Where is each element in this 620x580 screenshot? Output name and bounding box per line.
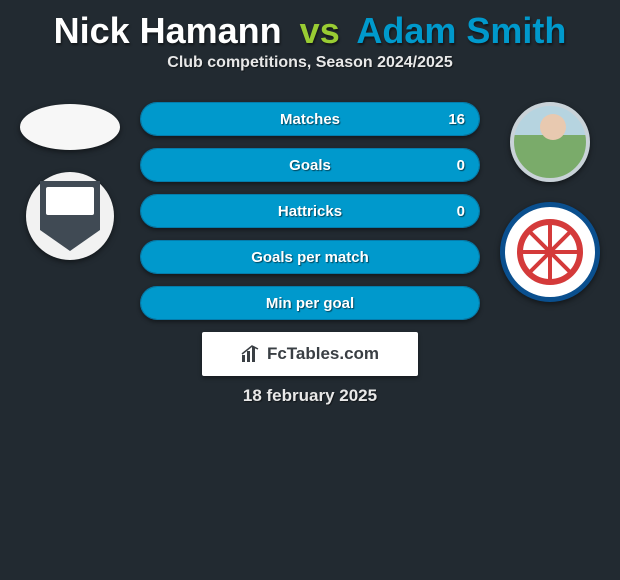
player-right-avatar	[510, 102, 590, 182]
vs-label: vs	[300, 10, 340, 51]
wheel-icon	[517, 219, 583, 285]
watermark-text: FcTables.com	[267, 344, 379, 364]
stat-label: Min per goal	[266, 295, 354, 312]
stat-value-right: 16	[448, 111, 465, 128]
club-right-crest	[500, 202, 600, 302]
stat-value-right: 0	[457, 157, 465, 174]
stats-column: Matches 16 Goals 0 Hattricks 0 Goals per match…	[140, 94, 480, 320]
club-left-crest	[26, 172, 114, 260]
comparison-arena: Matches 16 Goals 0 Hattricks 0 Goals per match…	[0, 94, 620, 320]
stat-pill: Min per goal	[140, 286, 480, 320]
comparison-title: Nick Hamann vs Adam Smith	[0, 0, 620, 54]
stat-label: Hattricks	[278, 203, 342, 220]
stat-pill: Goals per match	[140, 240, 480, 274]
stat-pill: Matches 16	[140, 102, 480, 136]
stat-label: Goals per match	[251, 249, 369, 266]
subtitle: Club competitions, Season 2024/2025	[0, 54, 620, 72]
watermark: FcTables.com	[202, 332, 418, 376]
stat-pill: Hattricks 0	[140, 194, 480, 228]
stat-label: Goals	[289, 157, 331, 174]
player-left-avatar	[20, 104, 120, 150]
player-right-name: Adam Smith	[356, 10, 566, 51]
stat-pill: Goals 0	[140, 148, 480, 182]
date-label: 18 february 2025	[0, 386, 620, 406]
player-left-name: Nick Hamann	[54, 10, 282, 51]
chart-bars-icon	[241, 345, 261, 363]
stat-label: Matches	[280, 111, 340, 128]
stat-value-right: 0	[457, 203, 465, 220]
right-column	[490, 94, 610, 302]
left-column	[10, 94, 130, 260]
